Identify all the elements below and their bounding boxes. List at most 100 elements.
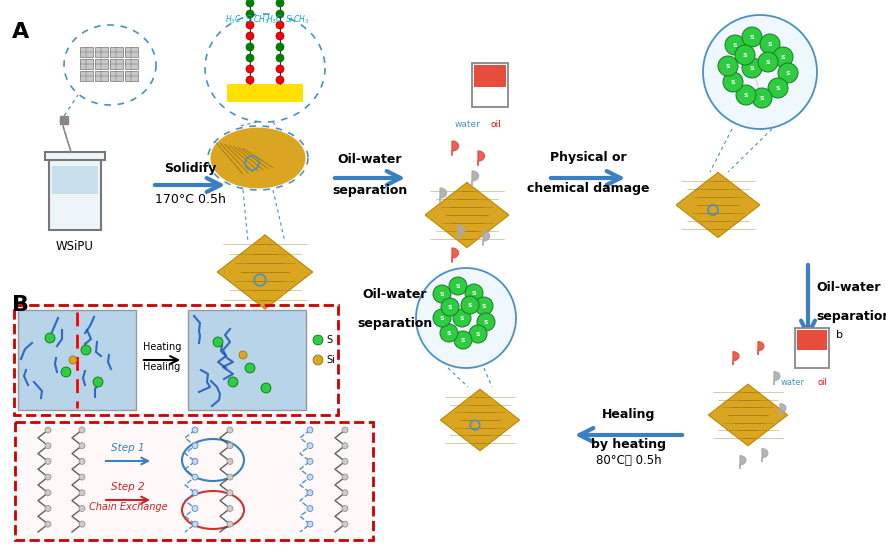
Circle shape [192,521,198,527]
Circle shape [79,459,85,465]
Circle shape [228,377,238,387]
Circle shape [45,443,51,449]
Text: Si: Si [326,355,335,365]
Circle shape [192,459,198,465]
Circle shape [79,490,85,496]
Text: S: S [726,64,730,69]
Circle shape [725,35,745,55]
Text: S: S [447,305,453,310]
FancyBboxPatch shape [474,65,506,87]
Circle shape [246,76,254,84]
Circle shape [475,297,493,315]
Text: separation: separation [816,310,886,323]
Circle shape [760,34,780,54]
FancyBboxPatch shape [797,330,827,350]
Text: S: S [786,71,790,76]
Circle shape [276,76,284,84]
Polygon shape [676,173,760,238]
Text: Oil-water: Oil-water [816,281,881,294]
Polygon shape [217,235,313,309]
Circle shape [778,63,798,83]
Text: S: S [447,331,451,336]
Circle shape [276,32,284,40]
Polygon shape [440,188,447,203]
Circle shape [307,490,313,496]
Circle shape [45,333,55,343]
Circle shape [227,521,233,527]
Polygon shape [452,141,458,156]
Circle shape [276,54,284,62]
Circle shape [342,521,348,527]
Circle shape [246,32,254,40]
Circle shape [276,65,284,73]
Circle shape [79,474,85,480]
Circle shape [79,521,85,527]
Circle shape [477,313,495,331]
Circle shape [461,296,479,314]
FancyBboxPatch shape [188,310,306,410]
Polygon shape [740,456,746,469]
Circle shape [93,377,103,387]
Circle shape [703,15,817,129]
Circle shape [313,355,323,365]
Text: S: S [326,335,332,345]
Text: A: A [12,22,29,42]
Circle shape [441,298,459,316]
Text: S: S [781,55,785,60]
Circle shape [449,277,467,295]
Circle shape [227,459,233,465]
Circle shape [45,427,51,433]
Circle shape [752,88,772,108]
Circle shape [433,285,451,303]
FancyBboxPatch shape [795,328,829,368]
Polygon shape [483,231,489,246]
Circle shape [192,427,198,433]
Polygon shape [774,372,780,385]
Text: $H_3C$: $H_3C$ [225,13,241,26]
Circle shape [239,351,247,359]
Circle shape [246,0,254,7]
Circle shape [416,268,516,368]
FancyBboxPatch shape [80,71,93,81]
Text: water: water [781,378,805,387]
Text: chemical damage: chemical damage [527,182,649,195]
Circle shape [465,284,483,302]
Circle shape [307,521,313,527]
Text: S: S [742,53,747,58]
Circle shape [342,443,348,449]
Circle shape [45,490,51,496]
Circle shape [276,0,284,7]
FancyBboxPatch shape [95,47,108,57]
Text: Step 2: Step 2 [111,482,144,492]
Text: $Si$: $Si$ [245,13,253,24]
Polygon shape [440,389,519,450]
FancyBboxPatch shape [52,166,98,194]
FancyBboxPatch shape [15,422,373,540]
Circle shape [45,459,51,465]
FancyBboxPatch shape [227,84,303,102]
Circle shape [45,521,51,527]
Text: Physical or: Physical or [549,151,626,164]
Circle shape [773,47,793,67]
Text: $H_3C$: $H_3C$ [266,13,283,26]
Text: $Si$: $Si$ [284,13,293,24]
Polygon shape [452,248,458,263]
Circle shape [81,345,91,355]
Text: Solidify: Solidify [164,162,216,175]
Text: S: S [439,292,444,297]
Text: S: S [439,316,444,321]
Polygon shape [60,116,68,124]
Text: S: S [750,35,754,40]
Circle shape [227,490,233,496]
Circle shape [440,324,458,342]
Text: separation: separation [332,184,408,197]
Text: B: B [12,295,29,315]
Text: separation: separation [357,317,432,330]
Text: 170°C 0.5h: 170°C 0.5h [154,193,225,206]
Ellipse shape [211,128,306,188]
Circle shape [192,443,198,449]
FancyBboxPatch shape [125,71,138,81]
Text: Oil-water: Oil-water [338,153,402,166]
Circle shape [433,309,451,327]
Circle shape [246,21,254,29]
